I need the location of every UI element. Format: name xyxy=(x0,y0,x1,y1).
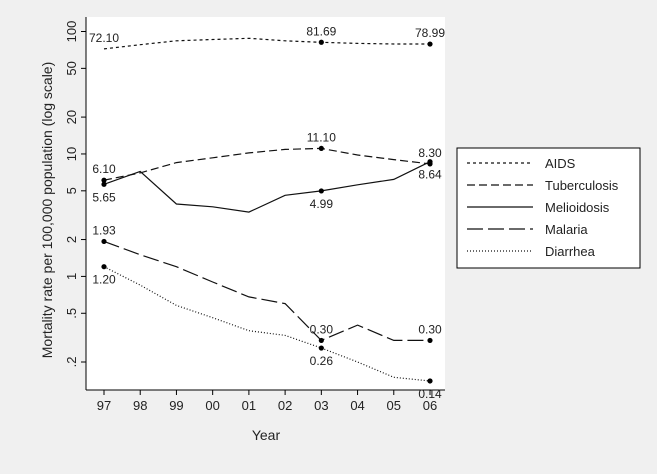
data-point xyxy=(101,181,107,187)
data-label: 0.30 xyxy=(310,322,334,336)
legend: AIDS Tuberculosis Melioidosis Malaria Diarrh… xyxy=(456,147,641,269)
x-tick-label: 97 xyxy=(97,398,111,413)
data-point xyxy=(318,39,324,45)
data-label: 1.20 xyxy=(92,273,116,287)
x-tick-label: 03 xyxy=(314,398,328,413)
legend-label: Tuberculosis xyxy=(545,178,619,193)
y-axis-title: Mortality rate per 100,000 population (l… xyxy=(39,62,55,359)
plot-area xyxy=(86,17,445,390)
data-point xyxy=(101,177,107,183)
data-label: 0.14 xyxy=(418,387,442,401)
series-line-melioidosis xyxy=(103,161,431,213)
legend-label: Malaria xyxy=(545,222,588,237)
x-tick-label: 99 xyxy=(169,398,183,413)
legend-label: Diarrhea xyxy=(545,244,596,259)
legend-label: Melioidosis xyxy=(545,200,610,215)
data-point xyxy=(318,188,324,194)
series-line-diarrhea xyxy=(103,266,431,382)
data-point xyxy=(427,378,433,384)
legend-box xyxy=(456,147,641,269)
data-label: 8.64 xyxy=(418,168,442,182)
data-point xyxy=(101,238,107,245)
series-line-malaria xyxy=(103,240,430,342)
y-tick-label: 5 xyxy=(64,187,79,194)
data-label: 72.10 xyxy=(89,31,119,45)
y-tick-label: 50 xyxy=(64,61,79,75)
data-label: 5.65 xyxy=(92,190,116,204)
x-tick-label: 01 xyxy=(242,398,256,413)
legend-label: AIDS xyxy=(545,156,576,171)
data-label: 11.10 xyxy=(307,130,336,144)
series-line-tuberculosis xyxy=(103,147,431,181)
data-label: 0.30 xyxy=(418,322,442,336)
x-axis-title: Year xyxy=(252,427,281,443)
data-label: 6.10 xyxy=(92,162,116,176)
data-label: 81.69 xyxy=(306,24,336,38)
data-label: 4.99 xyxy=(310,197,334,211)
x-tick-label: 05 xyxy=(387,398,401,413)
data-point xyxy=(427,41,433,47)
data-label: 78.99 xyxy=(415,26,445,40)
data-point xyxy=(318,345,324,351)
data-label: 0.26 xyxy=(310,354,334,368)
data-point xyxy=(318,145,324,152)
data-labels: 72.10 81.69 78.99 6.10 11.10 8.30 5.65 4.99 8.64… xyxy=(89,24,445,401)
x-tick-label: 02 xyxy=(278,398,292,413)
data-point xyxy=(427,337,433,344)
y-tick-label: 10 xyxy=(64,147,79,161)
y-tick-label: 1 xyxy=(64,273,79,280)
x-tick-label: 00 xyxy=(205,398,219,413)
axes: 100 50 20 10 5 2 1 .5 .2 97 98 99 00 01 02 03 04 05 06 xyxy=(64,17,445,413)
data-point xyxy=(101,264,107,270)
data-point xyxy=(318,337,324,344)
y-tick-label: 2 xyxy=(64,236,79,243)
y-tick-label: .2 xyxy=(64,357,79,368)
series-layer xyxy=(101,37,433,384)
x-tick-label: 98 xyxy=(133,398,147,413)
y-tick-label: .5 xyxy=(64,308,79,319)
data-point xyxy=(427,159,433,165)
data-label: 8.30 xyxy=(418,146,442,160)
x-tick-label: 04 xyxy=(350,398,364,413)
data-label: 1.93 xyxy=(92,223,116,237)
y-tick-label: 100 xyxy=(64,21,79,43)
x-tick-label: 06 xyxy=(423,398,437,413)
y-tick-label: 20 xyxy=(64,110,79,124)
series-line-aids xyxy=(103,37,430,50)
